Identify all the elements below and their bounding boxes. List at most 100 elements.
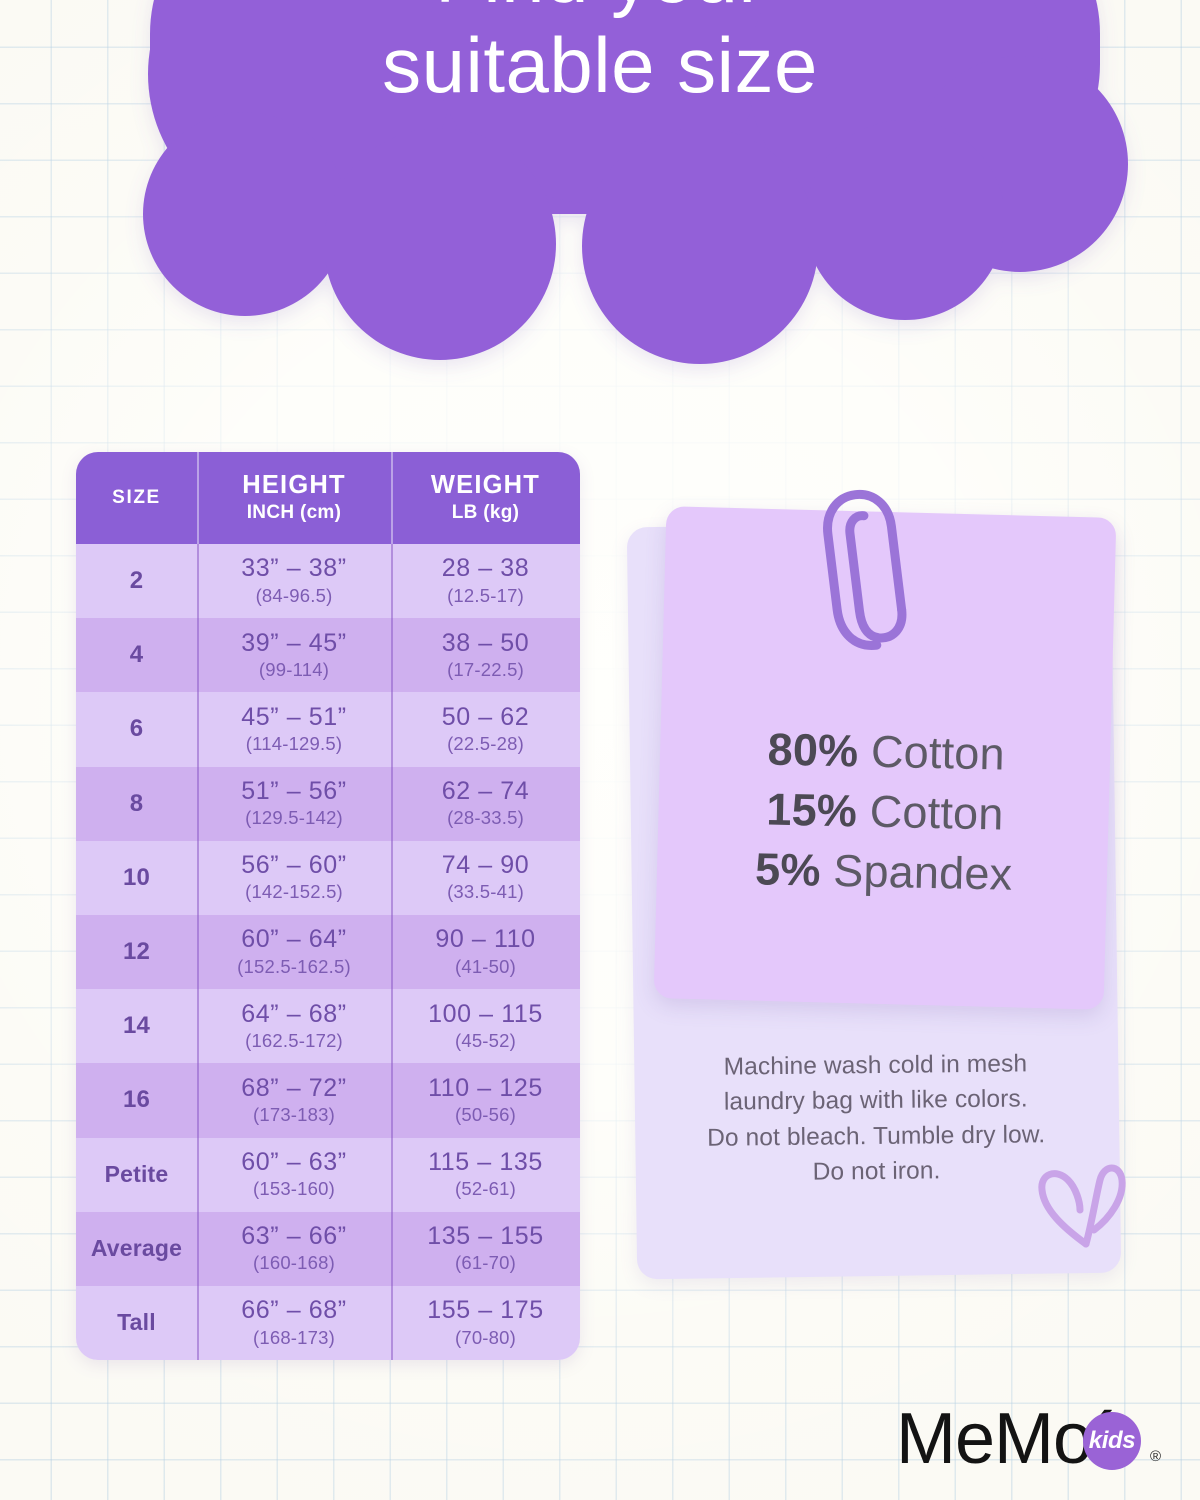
cell-weight: 115 – 135 (52-61) [391, 1137, 580, 1212]
size-value: 2 [129, 567, 144, 595]
size-value: Tall [117, 1309, 156, 1336]
height-cm: (152.5-162.5) [237, 955, 351, 977]
table-row: 4 39” – 45” (99-114) 38 – 50 (17-22.5) [76, 618, 580, 693]
height-cm: (173-183) [252, 1104, 335, 1126]
weight-kg: (52-61) [454, 1178, 517, 1200]
composition-line: 5% Spandex [658, 837, 1109, 906]
weight-kg: (12.5-17) [447, 584, 524, 606]
weight-kg: (45-52) [454, 1029, 517, 1051]
kids-badge: kids [1083, 1412, 1141, 1470]
table-row: 6 45” – 51” (114-129.5) 50 – 62 (22.5-28) [76, 692, 580, 767]
composition-line: 80% Cotton [661, 717, 1112, 786]
cell-height: 39” – 45” (99-114) [197, 618, 391, 693]
size-chart-table: SIZE HEIGHT INCH (cm) WEIGHT LB (kg) 2 3… [76, 452, 580, 1361]
weight-lb: 135 – 155 [427, 1222, 544, 1251]
size-value: 12 [122, 938, 151, 966]
cell-height: 56” – 60” (142-152.5) [197, 840, 391, 916]
cell-weight: 90 – 110 (41-50) [391, 914, 580, 990]
height-inch: 64” – 68” [241, 999, 347, 1028]
cell-weight: 74 – 90 (33.5-41) [391, 840, 580, 916]
fabric-composition-list: 80% Cotton 15% Cotton 5% Spandex [658, 717, 1112, 906]
cell-height: 60” – 63” (153-160) [197, 1137, 391, 1212]
height-cm: (142-152.5) [245, 881, 343, 903]
table-row: Petite 60” – 63” (153-160) 115 – 135 (52-6… [76, 1137, 580, 1212]
composition-percent: 80% [767, 723, 859, 777]
column-header-weight: WEIGHT LB (kg) [391, 452, 580, 544]
size-value: Average [90, 1235, 183, 1262]
cell-weight: 110 – 125 (50-56) [391, 1063, 580, 1138]
table-row: 8 51” – 56” (129.5-142) 62 – 74 (28-33.5) [76, 766, 580, 841]
weight-kg: (22.5-28) [447, 733, 524, 755]
height-inch: 56” – 60” [241, 851, 347, 880]
weight-kg: (70-80) [454, 1326, 517, 1348]
size-value: 6 [129, 715, 144, 743]
height-cm: (114-129.5) [245, 733, 343, 755]
brand-name: MeMoí [896, 1399, 1112, 1479]
height-cm: (99-114) [258, 658, 330, 680]
table-row: 10 56” – 60” (142-152.5) 74 – 90 (33.5-41) [76, 840, 580, 916]
composition-material: Cotton [869, 785, 1005, 840]
cell-size: Tall [76, 1286, 197, 1360]
cell-height: 33” – 38” (84-96.5) [197, 544, 391, 619]
cell-size: 6 [76, 692, 197, 766]
cell-height: 51” – 56” (129.5-142) [197, 766, 391, 841]
table-row: 16 68” – 72” (173-183) 110 – 125 (50-56) [76, 1063, 580, 1138]
column-header-size: SIZE [76, 452, 197, 544]
cell-weight: 155 – 175 (70-80) [391, 1285, 580, 1361]
height-inch: 63” – 66” [241, 1222, 347, 1251]
size-value: 8 [129, 789, 144, 817]
cell-size: 12 [76, 915, 197, 989]
column-header-height-unit: INCH (cm) [246, 501, 342, 523]
size-value: Petite [104, 1161, 169, 1188]
cell-height: 60” – 64” (152.5-162.5) [197, 914, 391, 990]
weight-lb: 38 – 50 [441, 628, 530, 657]
height-inch: 45” – 51” [241, 702, 347, 731]
composition-line: 15% Cotton [659, 777, 1110, 846]
cell-weight: 28 – 38 (12.5-17) [391, 544, 580, 619]
height-cm: (168-173) [252, 1326, 335, 1348]
weight-lb: 28 – 38 [441, 554, 530, 583]
table-row: Tall 66” – 68” (168-173) 155 – 175 (70-80) [76, 1285, 580, 1361]
weight-kg: (41-50) [454, 955, 517, 977]
heart-doodle-icon [1034, 1152, 1130, 1256]
cell-size: 8 [76, 767, 197, 841]
weight-kg: (50-56) [454, 1104, 517, 1126]
weight-lb: 50 – 62 [441, 702, 530, 731]
height-cm: (129.5-142) [245, 807, 343, 829]
cell-height: 63” – 66” (160-168) [197, 1211, 391, 1287]
column-header-weight-unit: LB (kg) [451, 501, 520, 523]
cell-weight: 38 – 50 (17-22.5) [391, 618, 580, 693]
cell-height: 66” – 68” (168-173) [197, 1285, 391, 1361]
weight-kg: (17-22.5) [447, 658, 524, 680]
height-inch: 33” – 38” [241, 554, 347, 583]
size-value: 4 [129, 641, 144, 669]
table-row: 12 60” – 64” (152.5-162.5) 90 – 110 (41-50… [76, 914, 580, 990]
cell-height: 45” – 51” (114-129.5) [197, 692, 391, 767]
cell-size: 10 [76, 841, 197, 915]
cell-height: 68” – 72” (173-183) [197, 1063, 391, 1138]
composition-percent: 15% [765, 783, 858, 837]
weight-kg: (61-70) [454, 1252, 517, 1274]
cell-size: 14 [76, 989, 197, 1063]
table-row: Average 63” – 66” (160-168) 135 – 155 (61-… [76, 1211, 580, 1287]
cell-size: 2 [76, 544, 197, 618]
height-cm: (162.5-172) [245, 1029, 343, 1051]
size-value: 16 [122, 1086, 151, 1114]
weight-lb: 62 – 74 [441, 777, 530, 806]
column-header-weight-label: WEIGHT [430, 471, 541, 500]
height-inch: 60” – 64” [241, 925, 347, 954]
column-header-size-label: SIZE [112, 486, 161, 508]
cell-weight: 100 – 115 (45-52) [391, 989, 580, 1064]
composition-material: Spandex [832, 844, 1013, 900]
cell-size: 4 [76, 618, 197, 692]
height-cm: (84-96.5) [255, 584, 333, 606]
weight-lb: 74 – 90 [441, 851, 530, 880]
cloud-header-shape: Find your suitable size [0, 0, 1200, 404]
cell-weight: 62 – 74 (28-33.5) [391, 766, 580, 841]
weight-lb: 115 – 135 [428, 1147, 543, 1176]
weight-lb: 155 – 175 [427, 1296, 544, 1325]
page-title: Find your suitable size [382, 0, 818, 110]
weight-kg: (33.5-41) [447, 881, 524, 903]
size-value: 10 [122, 863, 151, 891]
weight-lb: 100 – 115 [428, 999, 543, 1028]
